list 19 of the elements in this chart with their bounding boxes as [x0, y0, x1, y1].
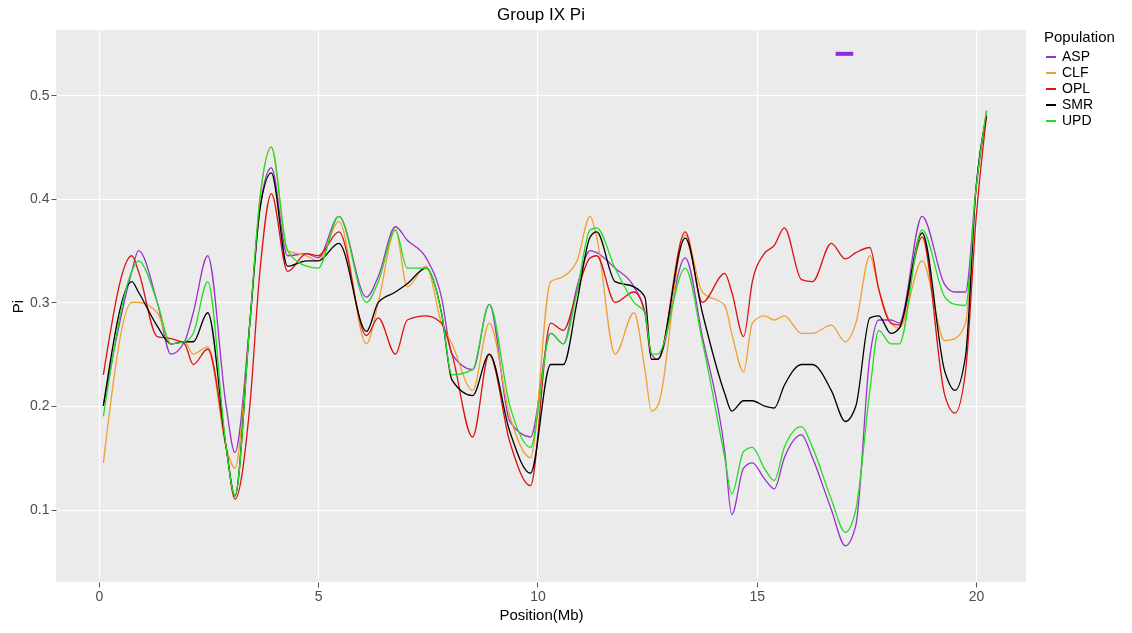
legend-label: ASP	[1062, 48, 1091, 64]
y-tick-label: 0.3	[30, 293, 50, 310]
legend-label: SMR	[1062, 96, 1094, 112]
legend-title: Population	[1044, 28, 1115, 45]
y-tick-label: 0.5	[30, 86, 50, 103]
x-tick-label: 15	[749, 587, 766, 604]
x-tick-label: 20	[968, 587, 985, 604]
y-tick-label: 0.2	[30, 397, 50, 414]
x-axis-title: Position(Mb)	[499, 605, 584, 623]
legend-label: UPD	[1062, 112, 1092, 128]
x-tick-label: 10	[530, 587, 546, 604]
y-tick-label: 0.1	[30, 501, 50, 517]
y-tick-label: 0.4	[30, 190, 50, 207]
y-axis-title: Pi	[9, 299, 27, 314]
x-tick-label: 0	[95, 587, 104, 604]
legend-label: OPL	[1062, 80, 1091, 96]
chart-title: Group IX Pi	[497, 5, 585, 24]
x-tick-label: 5	[314, 587, 323, 604]
legend-label: CLF	[1062, 64, 1089, 80]
